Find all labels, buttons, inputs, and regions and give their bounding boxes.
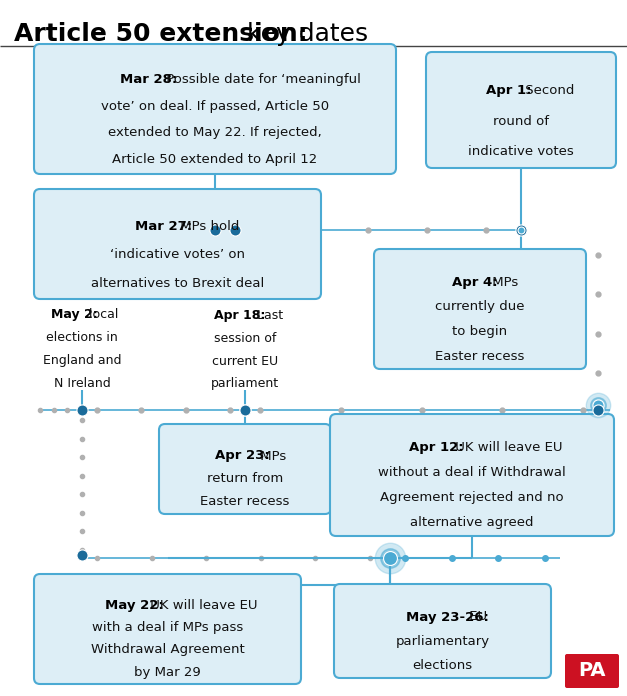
- Text: currently due: currently due: [435, 301, 525, 313]
- Text: elections in: elections in: [46, 331, 118, 344]
- Text: session of: session of: [214, 332, 276, 345]
- Text: May 2:: May 2:: [51, 308, 98, 321]
- Text: PA: PA: [578, 661, 606, 681]
- Text: Apr 23:: Apr 23:: [214, 450, 269, 463]
- Text: Withdrawal Agreement: Withdrawal Agreement: [91, 644, 245, 656]
- Text: Second: Second: [522, 84, 575, 97]
- FancyBboxPatch shape: [334, 584, 551, 678]
- Text: local: local: [85, 308, 118, 321]
- Text: extended to May 22. If rejected,: extended to May 22. If rejected,: [108, 127, 322, 139]
- Text: elections: elections: [413, 658, 473, 672]
- Text: Mar 28:: Mar 28:: [120, 73, 177, 86]
- Text: MPs hold: MPs hold: [176, 219, 240, 232]
- Text: parliament: parliament: [211, 377, 279, 390]
- Text: Last: Last: [253, 309, 283, 322]
- FancyBboxPatch shape: [159, 424, 331, 514]
- Text: round of: round of: [493, 115, 549, 127]
- Text: Easter recess: Easter recess: [435, 349, 525, 363]
- FancyBboxPatch shape: [374, 249, 586, 369]
- Text: Article 50 extension:: Article 50 extension:: [14, 22, 308, 46]
- Text: UK will leave EU: UK will leave EU: [146, 599, 258, 612]
- Text: alternatives to Brexit deal: alternatives to Brexit deal: [91, 277, 264, 290]
- Text: with a deal if MPs pass: with a deal if MPs pass: [92, 622, 243, 634]
- Text: Apr 18:: Apr 18:: [214, 309, 265, 322]
- Text: N Ireland: N Ireland: [54, 377, 110, 390]
- Text: Easter recess: Easter recess: [200, 496, 290, 508]
- FancyBboxPatch shape: [34, 574, 301, 684]
- Text: Agreement rejected and no: Agreement rejected and no: [380, 491, 564, 504]
- FancyBboxPatch shape: [330, 414, 614, 536]
- Text: by Mar 29: by Mar 29: [134, 666, 201, 679]
- Text: May 23-26:: May 23-26:: [406, 610, 488, 624]
- Text: without a deal if Withdrawal: without a deal if Withdrawal: [378, 466, 566, 480]
- Text: key dates: key dates: [239, 22, 368, 46]
- Text: Mar 27:: Mar 27:: [135, 219, 192, 232]
- Text: parliamentary: parliamentary: [396, 635, 490, 647]
- FancyBboxPatch shape: [426, 52, 616, 168]
- Text: MPs: MPs: [488, 276, 518, 289]
- Text: Apr 1:: Apr 1:: [486, 84, 532, 97]
- Text: to begin: to begin: [453, 325, 508, 338]
- Text: vote’ on deal. If passed, Article 50: vote’ on deal. If passed, Article 50: [101, 100, 329, 113]
- Text: MPs: MPs: [256, 450, 286, 463]
- Text: Article 50 extended to April 12: Article 50 extended to April 12: [112, 153, 318, 166]
- FancyBboxPatch shape: [34, 44, 396, 174]
- Text: current EU: current EU: [212, 355, 278, 367]
- Text: EU: EU: [465, 610, 487, 624]
- Text: Apr 4:: Apr 4:: [453, 276, 498, 289]
- Text: return from: return from: [207, 473, 283, 485]
- Text: ‘indicative votes’ on: ‘indicative votes’ on: [110, 248, 245, 261]
- FancyBboxPatch shape: [34, 189, 321, 299]
- Text: indicative votes: indicative votes: [468, 145, 574, 158]
- Text: Possible date for ‘meaningful: Possible date for ‘meaningful: [162, 73, 361, 86]
- Text: May 22:: May 22:: [105, 599, 164, 612]
- Text: alternative agreed: alternative agreed: [410, 516, 534, 529]
- Text: Apr 12:: Apr 12:: [409, 441, 464, 454]
- Text: UK will leave EU: UK will leave EU: [451, 441, 562, 454]
- Text: England and: England and: [43, 354, 121, 367]
- FancyBboxPatch shape: [565, 654, 619, 688]
